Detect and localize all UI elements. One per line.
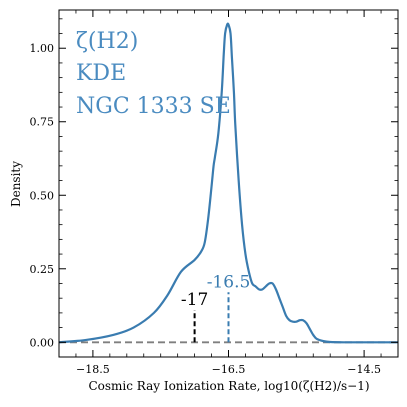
x-tick-label: −14.5 — [347, 363, 381, 376]
y-tick-label: 0.75 — [30, 116, 55, 129]
plot-frame — [58, 9, 399, 358]
marker-label-0: -17 — [181, 290, 208, 310]
x-tick-label: −18.5 — [76, 363, 110, 376]
y-tick-label: 1.00 — [30, 42, 55, 55]
marker-label-1: -16.5 — [207, 272, 251, 292]
y-axis-title: Density — [9, 161, 23, 207]
annotation-zeta: ζ(H2) — [76, 29, 138, 54]
y-tick-label: 0.25 — [30, 263, 55, 276]
annotation-layer: ζ(H2) KDE NGC 1333 SE — [76, 29, 231, 119]
x-axis-title: Cosmic Ray Ionization Rate, log10(ζ(H2)/… — [88, 379, 369, 393]
annotation-kde: KDE — [76, 61, 126, 86]
marker-layer: -17-16.5 — [181, 272, 251, 343]
ticks-layer: −18.5 −16.5 −14.5 0.00 0.25 0.50 0.75 1.00 — [30, 10, 399, 376]
y-tick-label: 0.00 — [30, 336, 55, 349]
series-layer — [59, 22, 398, 344]
kde-curve-0 — [59, 22, 398, 344]
x-tick-label: −16.5 — [212, 363, 246, 376]
annotation-ngc: NGC 1333 SE — [76, 94, 231, 119]
y-tick-label: 0.50 — [30, 189, 55, 202]
